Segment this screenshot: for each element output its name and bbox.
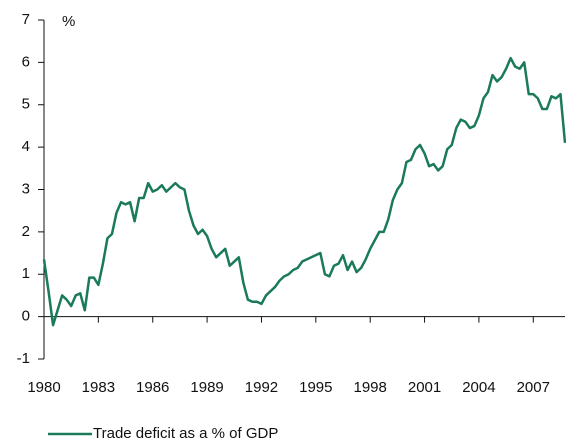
y-tick-label: 6 <box>22 53 30 70</box>
x-tick-label: 2004 <box>462 379 495 396</box>
y-tick-label: -1 <box>17 350 30 367</box>
y-unit-label: % <box>62 13 75 30</box>
y-tick-label: 4 <box>22 138 30 155</box>
x-tick-label: 1980 <box>27 379 60 396</box>
data-line <box>42 56 566 327</box>
y-tick-label: 2 <box>22 223 30 240</box>
y-tick-label: 7 <box>22 11 30 28</box>
x-tick-label: 1989 <box>190 379 223 396</box>
x-tick-label: 1986 <box>136 379 169 396</box>
x-tick-label: 2007 <box>517 379 550 396</box>
legend-label: Trade deficit as a % of GDP <box>93 425 278 442</box>
y-tick-label: 0 <box>22 308 30 325</box>
x-tick-label: 1995 <box>299 379 332 396</box>
y-tick-label: 3 <box>22 180 30 197</box>
x-tick-label: 1992 <box>245 379 278 396</box>
y-tick-label: 5 <box>22 96 30 113</box>
x-tick-label: 2001 <box>408 379 441 396</box>
y-tick-label: 1 <box>22 265 30 282</box>
x-tick-label: 1983 <box>82 379 115 396</box>
x-tick-label: 1998 <box>354 379 387 396</box>
